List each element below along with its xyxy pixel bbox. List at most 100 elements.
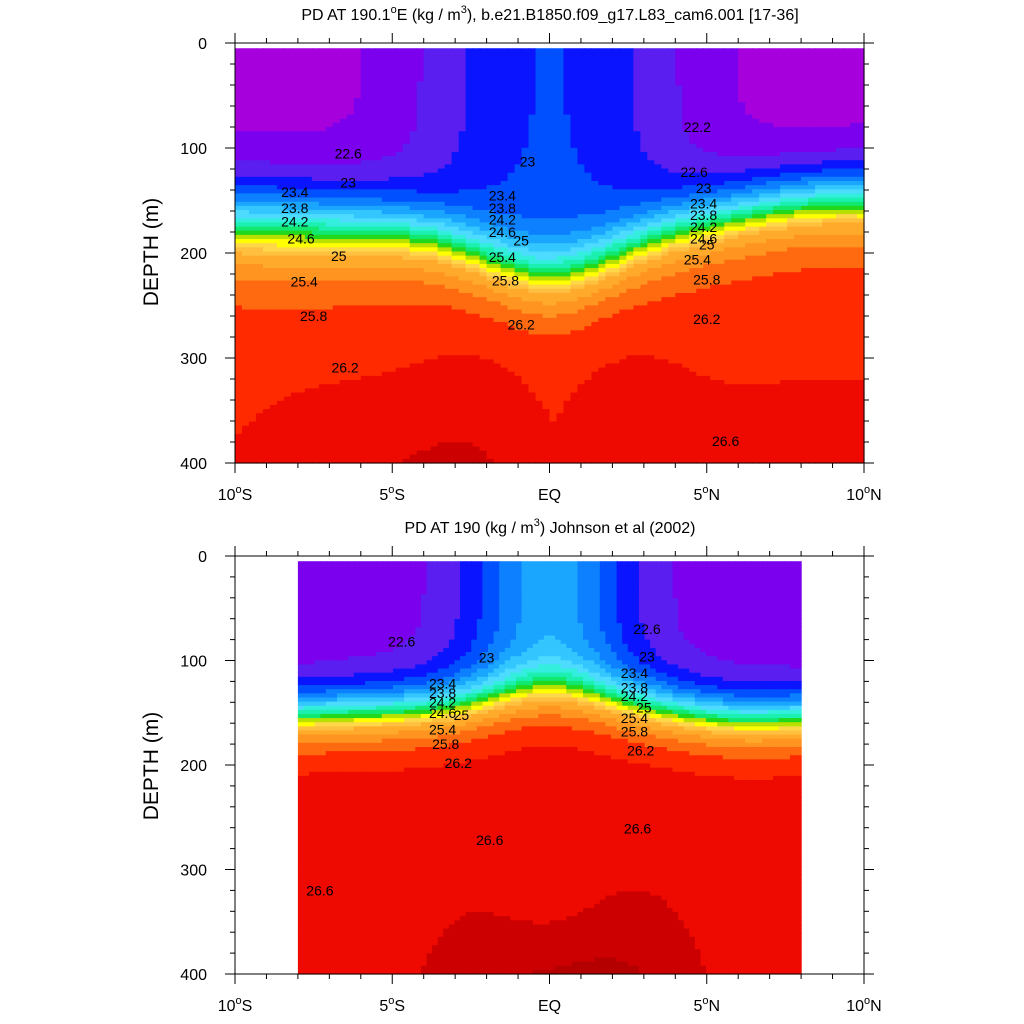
density-cell [424,305,432,310]
density-cell [480,218,488,223]
density-cell [570,193,578,198]
density-cell [501,106,509,111]
density-cell [340,330,348,335]
density-cell [466,442,474,447]
density-cell [263,156,271,161]
density-cell [570,144,578,149]
density-cell [577,363,585,368]
density-cell [298,339,306,344]
density-cell [438,330,446,335]
density-cell [459,281,467,286]
density-cell [508,339,516,344]
density-cell [536,451,544,456]
density-cell [396,239,404,244]
density-cell [438,434,446,439]
density-cell [284,177,292,182]
density-cell [529,380,537,385]
density-cell [508,173,516,178]
density-cell [515,351,523,356]
density-cell [536,281,544,286]
density-cell [347,339,355,344]
density-cell [466,322,474,327]
density-cell [326,351,334,356]
density-cell [270,301,278,306]
density-cell [543,251,551,256]
density-cell [270,193,278,198]
density-cell [529,422,537,427]
density-cell [452,210,460,215]
density-cell [417,272,425,277]
density-cell [340,218,348,223]
density-cell [480,422,488,427]
density-cell [396,272,404,277]
density-cell [445,206,453,211]
density-cell [501,164,509,169]
density-cell [550,351,558,356]
density-cell [570,388,578,393]
density-cell [473,401,481,406]
density-cell [459,164,467,169]
density-cell [361,251,369,256]
density-cell [536,52,544,57]
density-cell [305,405,313,410]
density-cell [354,322,362,327]
density-cell [319,289,327,294]
density-cell [466,372,474,377]
density-cell [445,438,453,443]
density-cell [235,206,243,211]
density-cell [403,380,411,385]
density-cell [326,384,334,389]
density-cell [438,235,446,240]
density-cell [263,413,271,418]
density-cell [389,343,397,348]
density-cell [473,119,481,124]
density-cell [298,368,306,373]
density-cell [319,409,327,414]
density-cell [270,384,278,389]
density-cell [242,351,250,356]
density-cell [515,115,523,120]
density-cell [452,251,460,256]
density-cell [361,123,369,128]
density-cell [487,110,495,115]
density-cell [249,65,257,70]
density-cell [242,451,250,456]
density-cell [361,247,369,252]
density-cell [368,334,376,339]
density-cell [508,127,516,132]
density-cell [577,131,585,136]
density-cell [438,156,446,161]
density-cell [438,69,446,74]
density-cell [270,127,278,132]
density-cell [270,276,278,281]
density-cell [249,355,257,360]
density-cell [473,90,481,95]
density-cell [556,260,564,265]
density-cell [424,442,432,447]
density-cell [403,73,411,78]
density-cell [361,351,369,356]
density-cell [515,442,523,447]
density-cell [577,210,585,215]
density-cell [577,152,585,157]
density-cell [256,177,264,182]
density-cell [487,301,495,306]
density-cell [256,388,264,393]
density-cell [556,65,564,70]
density-cell [305,343,313,348]
density-cell [347,422,355,427]
density-cell [438,164,446,169]
density-cell [333,272,341,277]
density-cell [417,148,425,153]
density-cell [389,98,397,103]
density-cell [270,86,278,91]
density-cell [389,305,397,310]
density-cell [249,94,257,99]
density-cell [305,119,313,124]
density-cell [556,343,564,348]
density-cell [375,351,383,356]
density-cell [277,127,285,132]
density-cell [256,127,264,132]
density-cell [563,451,571,456]
density-cell [529,123,537,128]
